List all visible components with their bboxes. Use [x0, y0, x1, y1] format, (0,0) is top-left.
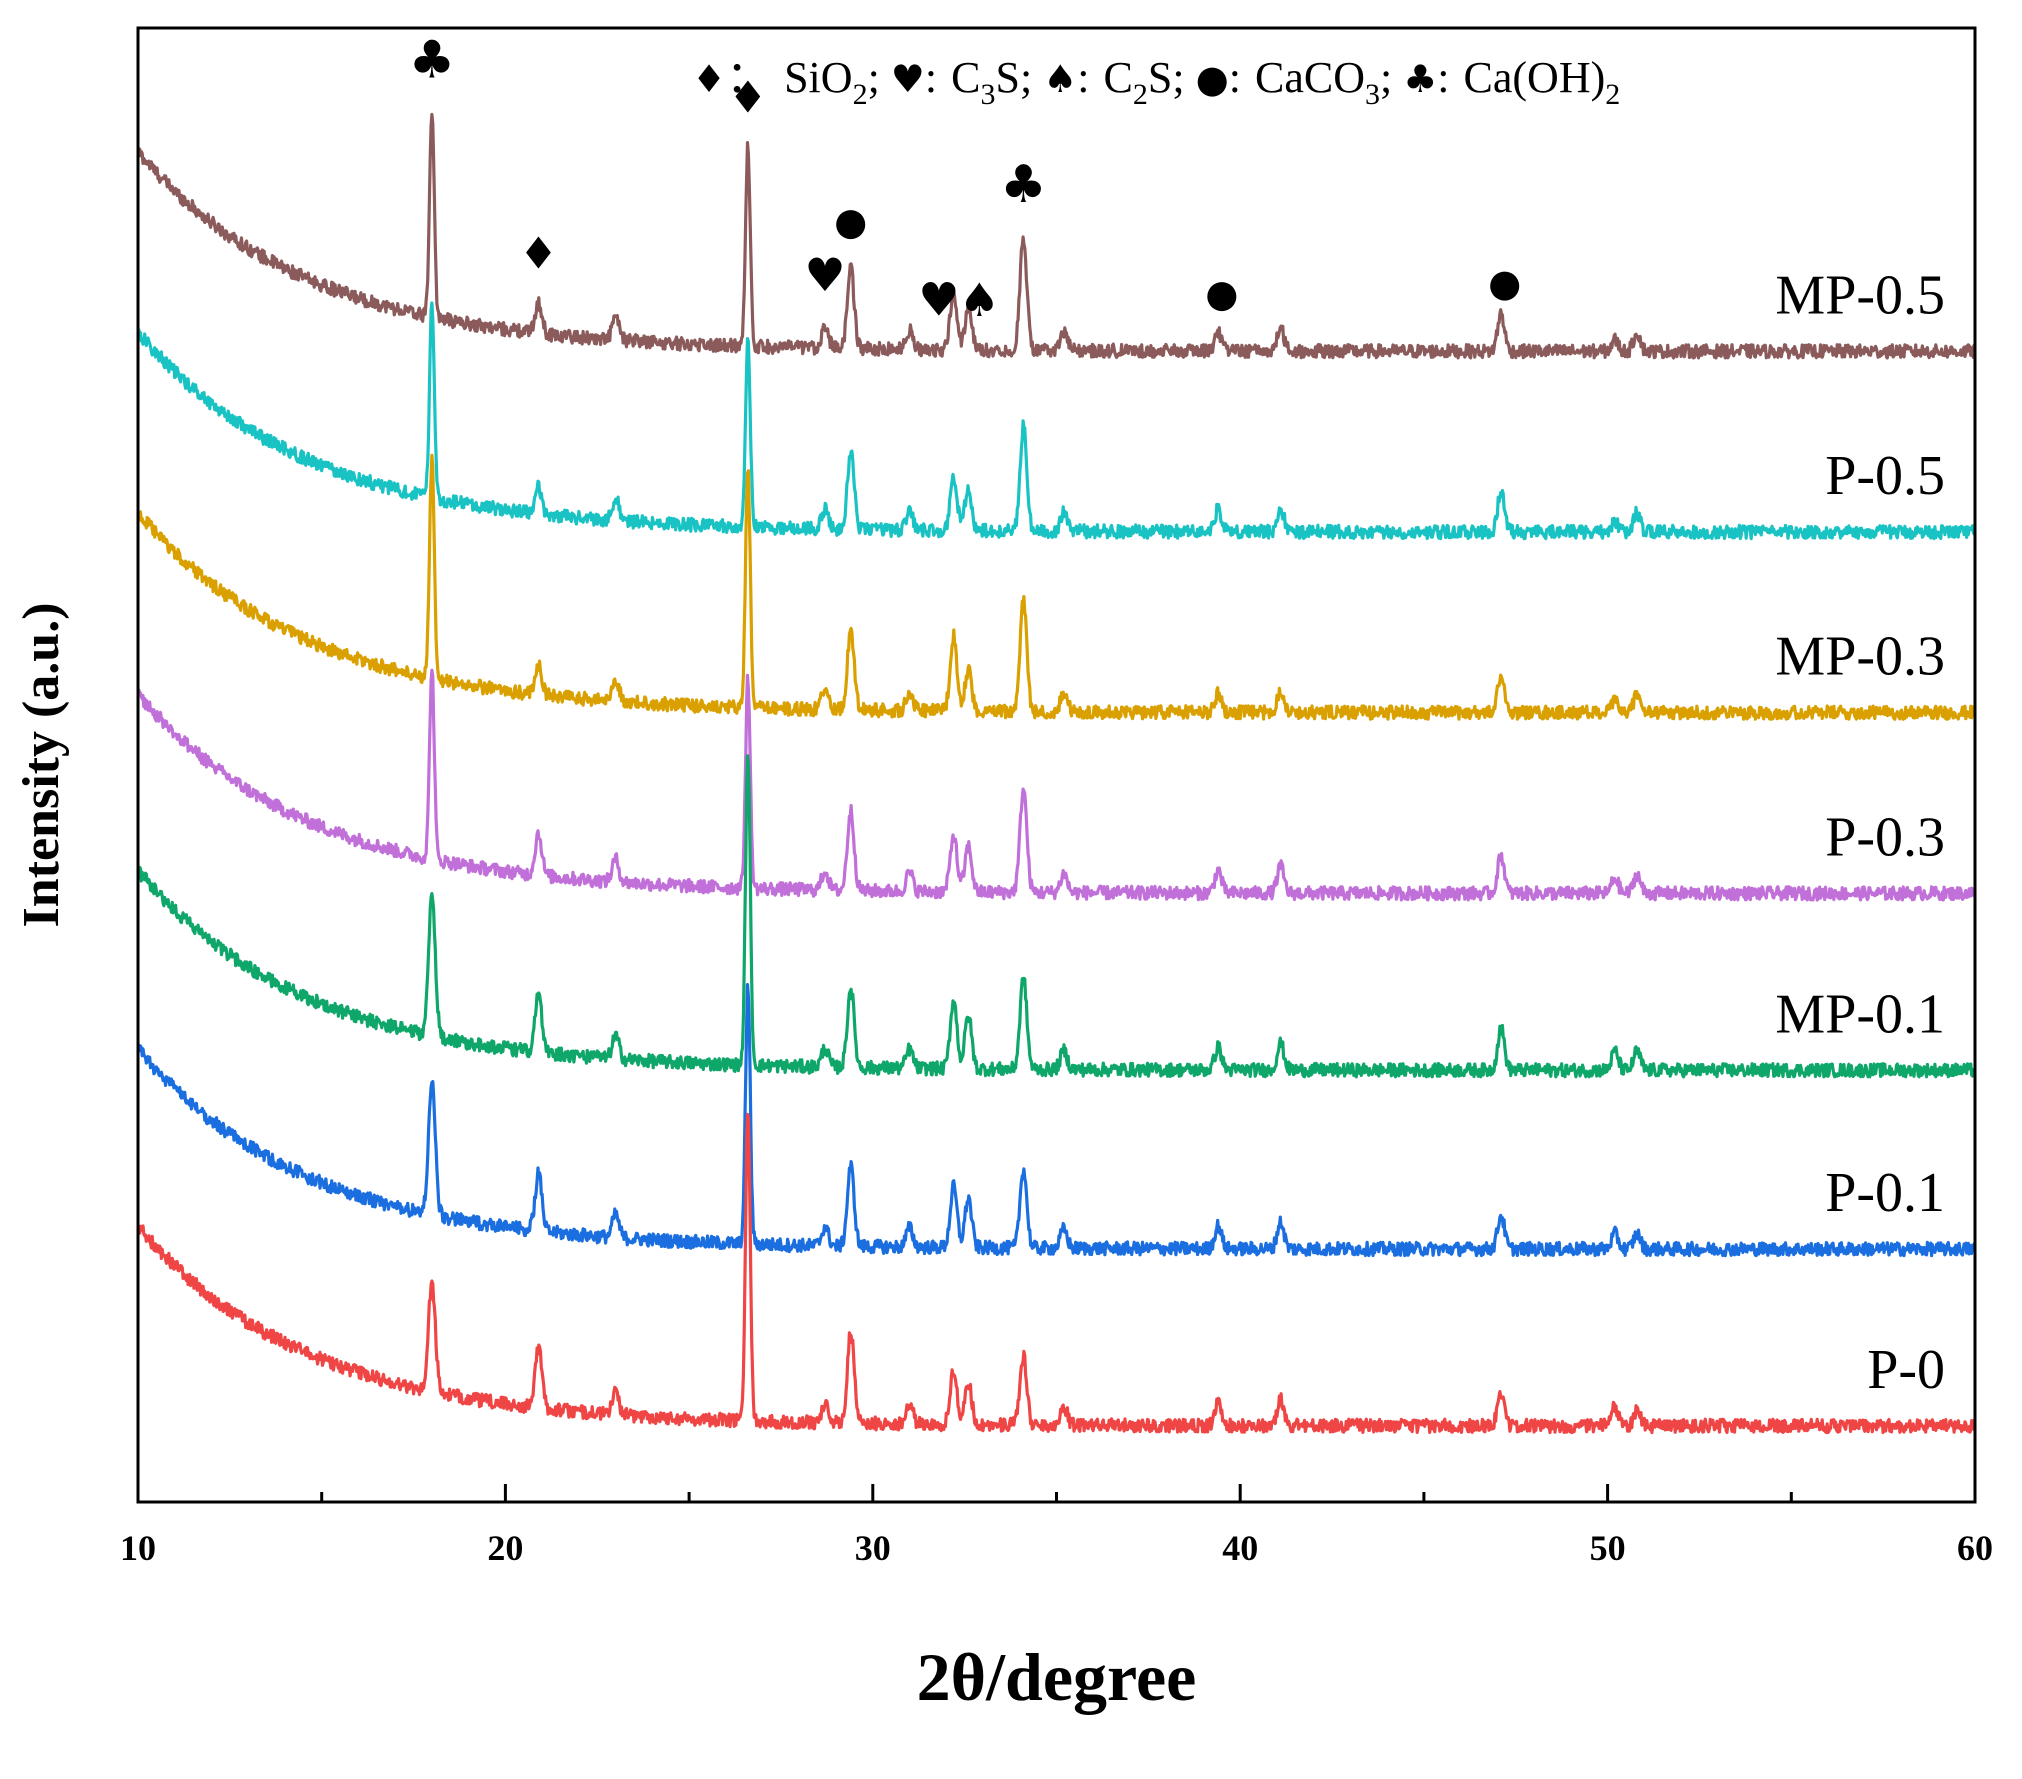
- series-line-mp-0.5: [136, 112, 1977, 360]
- series-label-mp-0.3: MP-0.3: [1775, 626, 1945, 688]
- legend-semicolon: ;: [1172, 53, 1195, 102]
- series-labels: MP-0.5 P-0.5 MP-0.3 P-0.3 MP-0.1 P-0.1 P-0: [1775, 264, 1945, 1401]
- legend-symbol: ●: [1196, 57, 1229, 101]
- series-line-p-0.1: [136, 983, 1977, 1258]
- legend-label: SiO: [784, 53, 852, 102]
- legend-separator: :: [925, 53, 937, 102]
- series-line-mp-0.3: [136, 453, 1977, 721]
- legend-label: C: [1104, 53, 1133, 102]
- legend-separator: :: [1229, 53, 1241, 102]
- plot-lines: [136, 112, 1977, 1435]
- legend-semicolon: ;: [868, 53, 891, 102]
- x-axis-title: 2θ/degree: [917, 1639, 1197, 1715]
- legend-subscript: 3: [980, 78, 995, 111]
- legend-separator: :: [1077, 53, 1089, 102]
- legend-text: ♦： SiO2; ♥: C3S; ♠: C2S; ●: CaCO3; ♣: Ca(OH)2: [692, 53, 1620, 111]
- legend-symbol: ♠: [1043, 57, 1077, 101]
- series-line-p-0: [136, 1112, 1977, 1435]
- legend: ♦： SiO2; ♥: C3S; ♠: C2S; ●: CaCO3; ♣: Ca(OH)2: [692, 53, 1620, 111]
- peak-marker-c3s: ♥: [918, 273, 959, 327]
- peak-marker-caoh2: ♣: [1000, 155, 1047, 215]
- legend-label: Ca(OH): [1464, 53, 1606, 102]
- series-label-p-0.1: P-0.1: [1825, 1162, 1945, 1224]
- peak-marker-caco3: ●: [1488, 261, 1521, 305]
- x-tick-label: 10: [120, 1528, 156, 1568]
- x-tick-label: 30: [855, 1528, 891, 1568]
- legend-label-tail: S: [1148, 53, 1172, 102]
- peak-marker-caoh2: ♣: [409, 31, 456, 91]
- series-line-p-0.5: [136, 301, 1977, 541]
- legend-symbol: ♦: [692, 57, 726, 101]
- peak-marker-caco3: ●: [1205, 272, 1238, 316]
- series-label-p-0.3: P-0.3: [1825, 806, 1945, 868]
- peak-marker-c3s: ♥: [804, 248, 845, 302]
- legend-label: C: [951, 53, 980, 102]
- legend-separator: ：: [726, 53, 770, 102]
- x-tick-label: 50: [1590, 1528, 1626, 1568]
- legend-symbol: ♥: [891, 57, 925, 101]
- x-tick-label: 40: [1222, 1528, 1258, 1568]
- legend-label: CaCO: [1255, 53, 1365, 102]
- series-label-mp-0.1: MP-0.1: [1775, 983, 1945, 1045]
- plot-frame: [136, 26, 1977, 1504]
- legend-subscript: 3: [1365, 78, 1380, 111]
- peak-marker-c2s: ♠: [959, 273, 1000, 327]
- peak-marker-sio2: ♦: [728, 72, 767, 123]
- series-label-p-0: P-0: [1867, 1339, 1945, 1401]
- series-line-mp-0.1: [136, 754, 1977, 1079]
- legend-subscript: 2: [853, 78, 868, 111]
- legend-symbol: ♣: [1403, 57, 1437, 101]
- legend-semicolon: ;: [1020, 53, 1043, 102]
- x-tick-label: 20: [487, 1528, 523, 1568]
- y-axis-title: Intensity (a.u.): [13, 602, 70, 927]
- legend-subscript: 2: [1605, 78, 1620, 111]
- legend-label-tail: S: [995, 53, 1019, 102]
- series-label-mp-0.5: MP-0.5: [1775, 264, 1945, 326]
- series-label-p-0.5: P-0.5: [1825, 445, 1945, 507]
- legend-subscript: 2: [1133, 78, 1148, 111]
- legend-separator: :: [1437, 53, 1449, 102]
- peak-marker-caco3: ●: [834, 200, 867, 244]
- x-axis-ticks: 10 20 30 40 50 60: [120, 1484, 1993, 1568]
- legend-semicolon: ;: [1380, 53, 1403, 102]
- series-line-p-0.3: [137, 668, 1976, 902]
- peak-marker-sio2: ♦: [519, 229, 558, 280]
- peak-markers: ♣♦♦♥●♥ ♠♣● ●: [409, 31, 1522, 327]
- x-tick-label: 60: [1957, 1528, 1993, 1568]
